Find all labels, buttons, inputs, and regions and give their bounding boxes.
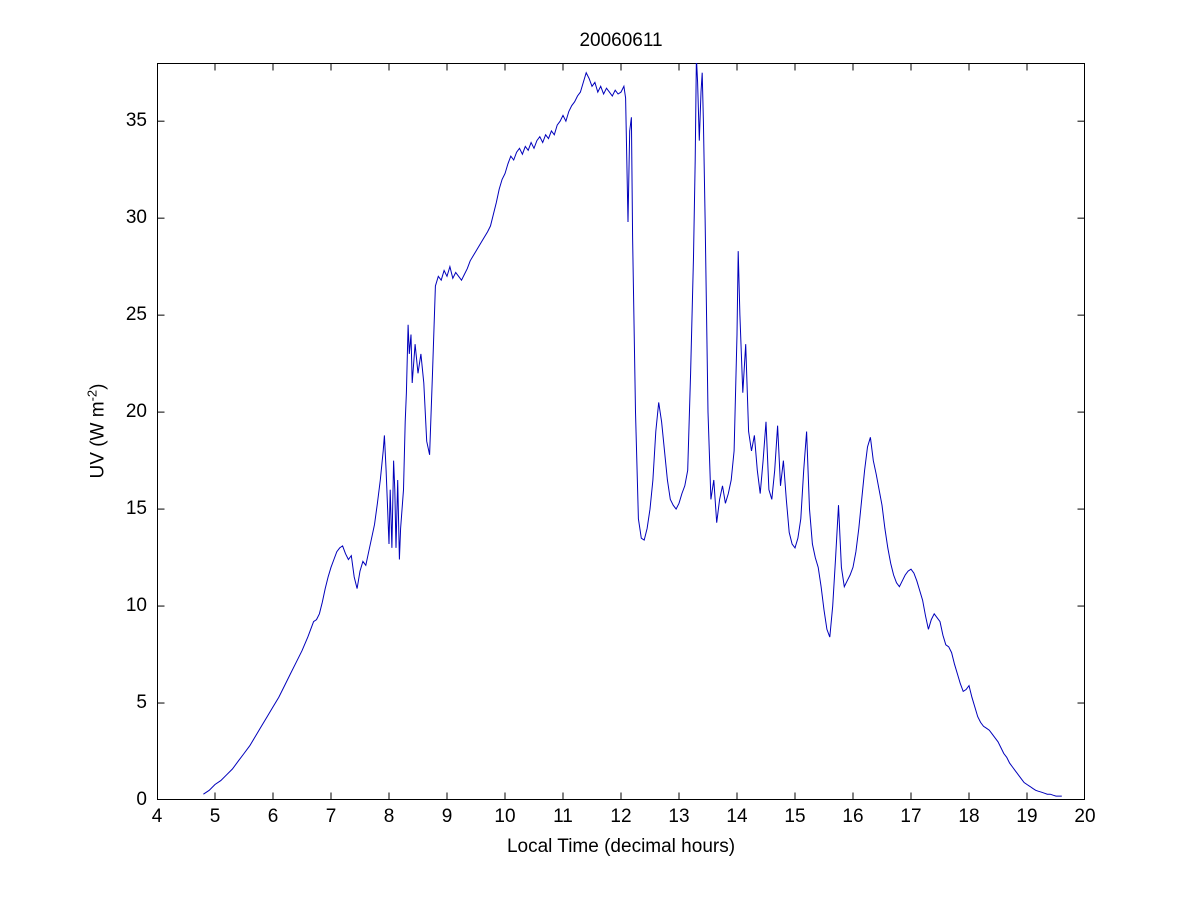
x-tick-label: 15 <box>784 806 806 827</box>
x-tick-label: 16 <box>842 806 864 827</box>
y-tick-label: 20 <box>125 401 147 423</box>
chart-title: 20060611 <box>579 30 663 51</box>
x-tick-label: 17 <box>900 806 922 827</box>
x-tick-label: 11 <box>553 806 573 827</box>
y-axis-label-suffix: ) <box>87 383 109 390</box>
y-axis-label: UV (W m-2) <box>84 384 109 479</box>
x-tick-label: 4 <box>151 806 163 827</box>
y-tick-label: 15 <box>125 498 147 520</box>
y-axis-label-superscript: -2 <box>84 389 100 402</box>
plot-canvas <box>157 63 1085 800</box>
uv-series-line <box>203 63 1062 797</box>
y-tick-label: 25 <box>125 304 147 326</box>
y-axis-label-prefix: UV (W m <box>87 401 109 479</box>
y-tick-label: 10 <box>125 595 147 617</box>
x-tick-label: 20 <box>1074 806 1096 827</box>
x-tick-label: 18 <box>958 806 980 827</box>
x-tick-label: 14 <box>726 806 748 827</box>
x-tick-label: 10 <box>494 806 516 827</box>
y-tick-label: 30 <box>125 207 147 229</box>
x-tick-label: 5 <box>209 806 221 827</box>
x-tick-label: 8 <box>383 806 395 827</box>
x-tick-label: 12 <box>610 806 632 827</box>
plot-border <box>157 63 1085 800</box>
y-tick-label: 35 <box>125 110 147 132</box>
y-tick-label: 0 <box>136 789 147 810</box>
y-tick-label: 5 <box>136 692 147 714</box>
x-tick-label: 6 <box>267 806 279 827</box>
x-tick-label: 13 <box>668 806 690 827</box>
x-tick-label: 19 <box>1016 806 1038 827</box>
x-axis-label: Local Time (decimal hours) <box>506 836 736 857</box>
x-tick-label: 9 <box>441 806 453 827</box>
x-tick-label: 7 <box>325 806 337 827</box>
